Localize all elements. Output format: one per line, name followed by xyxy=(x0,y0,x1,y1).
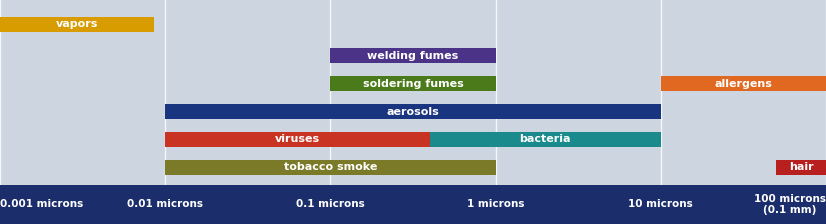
Text: viruses: viruses xyxy=(275,134,320,144)
Text: 10 microns: 10 microns xyxy=(629,199,693,209)
FancyBboxPatch shape xyxy=(430,132,661,147)
FancyBboxPatch shape xyxy=(0,17,154,32)
Text: 0.01 microns: 0.01 microns xyxy=(127,199,203,209)
Text: 1 microns: 1 microns xyxy=(467,199,525,209)
Text: 0.1 microns: 0.1 microns xyxy=(296,199,365,209)
FancyBboxPatch shape xyxy=(165,104,661,119)
Text: bacteria: bacteria xyxy=(520,134,571,144)
Text: soldering fumes: soldering fumes xyxy=(363,79,463,89)
Text: hair: hair xyxy=(789,162,814,172)
Text: aerosols: aerosols xyxy=(387,107,439,116)
FancyBboxPatch shape xyxy=(661,76,826,91)
Text: welding fumes: welding fumes xyxy=(368,51,458,61)
Text: 0.001 microns: 0.001 microns xyxy=(0,199,83,209)
FancyBboxPatch shape xyxy=(776,160,826,175)
Text: allergens: allergens xyxy=(714,79,772,89)
FancyBboxPatch shape xyxy=(330,48,496,63)
Text: tobacco smoke: tobacco smoke xyxy=(283,162,377,172)
FancyBboxPatch shape xyxy=(330,76,496,91)
FancyBboxPatch shape xyxy=(165,160,496,175)
FancyBboxPatch shape xyxy=(165,132,430,147)
Text: 100 microns
(0.1 mm): 100 microns (0.1 mm) xyxy=(754,194,826,215)
Text: vapors: vapors xyxy=(55,19,98,29)
